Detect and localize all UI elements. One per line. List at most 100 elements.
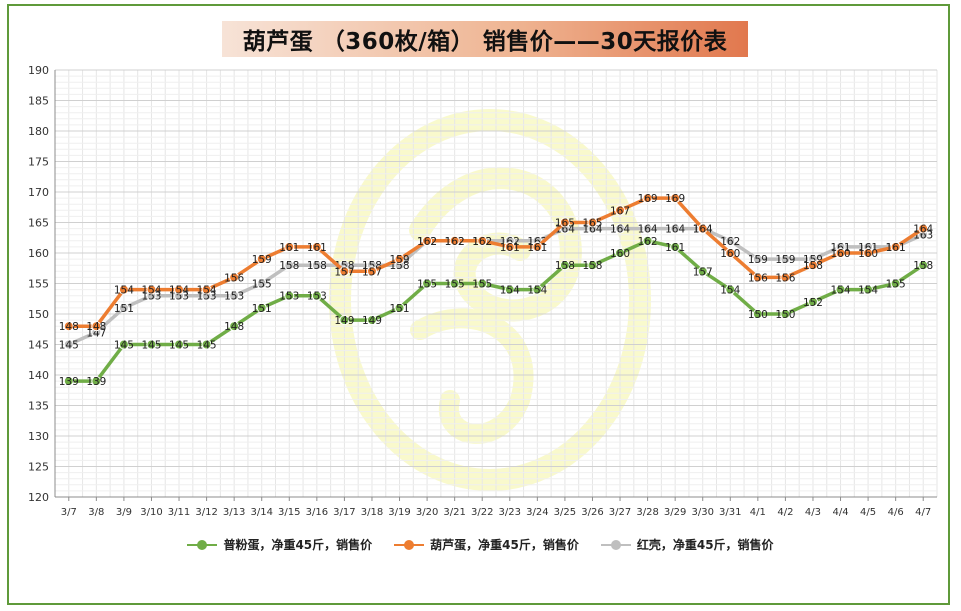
data-label: 154 [500, 285, 520, 297]
data-label: 159 [748, 254, 768, 266]
data-label: 151 [390, 303, 410, 315]
data-label: 148 [59, 321, 79, 333]
data-point [780, 309, 791, 319]
data-label: 164 [693, 224, 713, 236]
data-point [642, 193, 653, 204]
data-label: 139 [86, 376, 106, 388]
data-label: 155 [472, 279, 492, 291]
x-tick-label: 3/14 [250, 507, 272, 518]
x-tick-label: 3/8 [88, 507, 104, 518]
y-axis-ticks: 120 125 130 135 140 145 150 155 160 165 170 175 180 1… [28, 64, 49, 504]
data-label: 153 [224, 291, 244, 303]
data-label: 161 [307, 242, 327, 254]
data-label: 158 [913, 260, 933, 272]
data-label: 160 [858, 248, 878, 260]
data-label: 160 [720, 248, 740, 260]
data-label: 154 [858, 285, 878, 297]
data-point [229, 272, 240, 283]
data-point [256, 278, 267, 289]
data-label: 145 [59, 340, 79, 352]
data-point [890, 241, 901, 252]
y-tick-label: 125 [28, 461, 49, 474]
data-label: 164 [610, 224, 630, 236]
data-point [118, 284, 129, 295]
data-point [670, 193, 681, 204]
data-point [311, 260, 322, 271]
data-label: 161 [527, 242, 547, 254]
data-label: 139 [59, 376, 79, 388]
data-point [477, 278, 488, 289]
data-label: 147 [86, 327, 106, 339]
y-tick-label: 160 [28, 247, 49, 260]
data-point [394, 302, 405, 313]
y-tick-label: 170 [28, 186, 49, 199]
data-point [422, 235, 433, 246]
data-label: 145 [141, 340, 161, 352]
x-tick-label: 3/29 [664, 507, 686, 518]
data-point [422, 278, 433, 289]
legend-label: 葫芦蛋，净重45斤，销售价 [430, 538, 579, 552]
data-point [284, 290, 295, 301]
y-tick-label: 140 [28, 369, 49, 382]
data-label: 162 [472, 236, 492, 248]
data-point [725, 284, 736, 295]
data-label: 160 [610, 248, 630, 260]
data-point [91, 376, 102, 387]
data-label: 161 [831, 242, 851, 254]
data-label: 157 [334, 266, 354, 278]
x-tick-label: 3/18 [361, 507, 383, 518]
data-label: 159 [390, 254, 410, 266]
data-point [615, 223, 626, 234]
data-point [174, 284, 185, 295]
data-point [256, 254, 267, 265]
data-point [807, 260, 818, 271]
data-point [284, 260, 295, 271]
data-point [146, 339, 157, 350]
data-point [394, 254, 405, 265]
data-label: 155 [445, 279, 465, 291]
data-point [780, 272, 791, 283]
data-label: 153 [169, 291, 189, 303]
data-point [532, 241, 543, 252]
data-label: 148 [86, 321, 106, 333]
data-point [311, 290, 322, 301]
data-label: 151 [252, 303, 272, 315]
data-label: 158 [307, 260, 327, 272]
data-point [63, 321, 74, 332]
data-label: 164 [638, 224, 658, 236]
data-label: 152 [803, 297, 823, 309]
data-label: 154 [831, 285, 851, 297]
legend-swatch [187, 539, 218, 550]
data-point [918, 223, 929, 234]
data-label: 145 [197, 340, 217, 352]
data-label: 161 [500, 242, 520, 254]
legend-label: 红壳，净重45斤，销售价 [636, 538, 774, 552]
x-tick-label: 3/27 [609, 507, 631, 518]
data-point [91, 321, 102, 332]
x-tick-label: 4/6 [888, 507, 904, 518]
data-point [752, 309, 763, 319]
chart-frame [7, 4, 950, 605]
x-axis-ticks: 3/7 3/8 3/9 3/10 3/11 3/12 3/13 3/14 3/15 3/16 3/1… [61, 497, 931, 518]
x-tick-label: 3/25 [554, 507, 576, 518]
data-point [642, 223, 653, 234]
chart-title: 葫芦蛋 （360枚/箱） 销售价——30天报价表 [242, 29, 728, 55]
data-label: 161 [279, 242, 299, 254]
data-point [559, 260, 570, 271]
data-label: 156 [748, 272, 768, 284]
data-point [670, 223, 681, 234]
data-label: 162 [445, 236, 465, 248]
y-tick-label: 150 [28, 308, 49, 321]
data-point [339, 315, 350, 326]
data-label: 156 [224, 272, 244, 284]
data-point [229, 290, 240, 301]
series-1: 148 148 154 154 154 154 156 159 161 161 157 157 159 1… [59, 193, 934, 333]
data-point [174, 339, 185, 350]
data-label: 153 [307, 291, 327, 303]
x-tick-label: 3/17 [333, 507, 355, 518]
data-point [146, 284, 157, 295]
x-tick-label: 4/2 [777, 507, 793, 518]
data-point [559, 217, 570, 228]
chart-grid [54, 69, 938, 498]
x-tick-label: 3/19 [388, 507, 410, 518]
